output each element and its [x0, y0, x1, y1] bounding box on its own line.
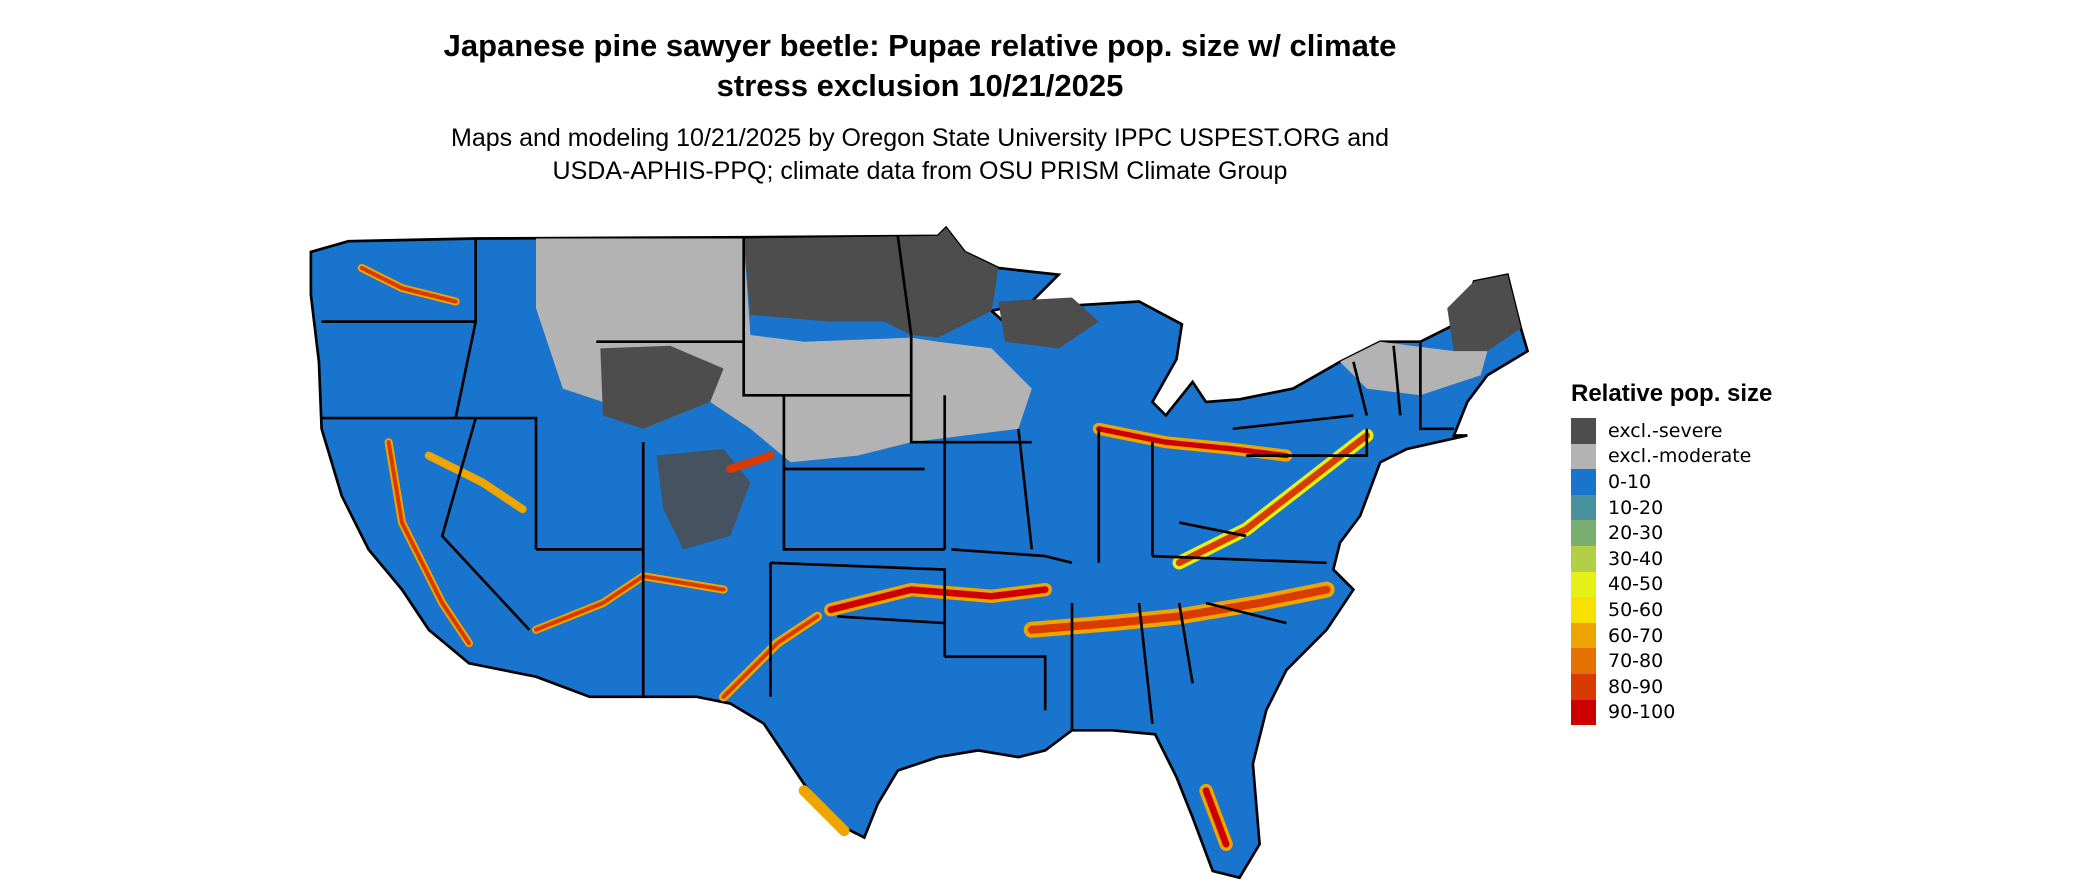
- title-line-1: Japanese pine sawyer beetle: Pupae relat…: [443, 28, 1397, 63]
- legend-swatch: [1571, 443, 1596, 470]
- legend-label: 70-80: [1608, 650, 1664, 673]
- legend-label: excl.-moderate: [1608, 445, 1752, 468]
- state-boundaries: [321, 235, 1454, 731]
- legend-swatch: [1571, 494, 1596, 521]
- legend-label: excl.-severe: [1608, 419, 1723, 442]
- legend-label: 50-60: [1608, 598, 1664, 621]
- legend-label: 90-100: [1608, 701, 1676, 724]
- legend-swatch: [1571, 699, 1596, 726]
- legend-item: 90-100: [1571, 699, 1772, 726]
- legend-label: 10-20: [1608, 496, 1664, 519]
- legend-item: 30-40: [1571, 545, 1772, 572]
- legend-item: excl.-severe: [1571, 418, 1772, 444]
- excl-severe-north-plains: [743, 227, 999, 338]
- legend-label: 20-30: [1608, 522, 1664, 545]
- legend-swatch: [1571, 520, 1596, 546]
- legend-item: 60-70: [1571, 622, 1772, 649]
- legend-swatch: [1571, 545, 1596, 572]
- legend-swatch: [1571, 571, 1596, 598]
- legend-swatch: [1571, 622, 1596, 649]
- map-subtitle: Maps and modeling 10/21/2025 by Oregon S…: [0, 122, 1840, 188]
- legend-label: 60-70: [1608, 624, 1664, 647]
- legend-label: 0-10: [1608, 470, 1652, 493]
- map-title: Japanese pine sawyer beetle: Pupae relat…: [0, 26, 1840, 106]
- subtitle-line-2: USDA-APHIS-PPQ; climate data from OSU PR…: [552, 157, 1288, 185]
- legend-label: 80-90: [1608, 675, 1664, 698]
- excl-moderate-northeast: [1340, 341, 1488, 396]
- excl-severe-upper-midwest: [998, 297, 1099, 349]
- excl-severe-colorado: [656, 448, 751, 550]
- legend-swatch: [1571, 469, 1596, 495]
- legend: Relative pop. size excl.-severe excl.-mod…: [1571, 380, 1773, 726]
- legend-item: 70-80: [1571, 648, 1772, 674]
- legend-swatch: [1571, 597, 1596, 623]
- legend-item: 20-30: [1571, 520, 1772, 546]
- excl-severe-wyoming: [600, 345, 724, 429]
- high-suitability-areas: [357, 263, 1374, 851]
- legend-label: 40-50: [1608, 573, 1664, 596]
- legend-label: 30-40: [1608, 547, 1664, 570]
- legend-swatch: [1571, 418, 1596, 444]
- legend-item: 0-10: [1571, 469, 1772, 495]
- legend-item: 50-60: [1571, 597, 1772, 623]
- legend-item: excl.-moderate: [1571, 443, 1772, 470]
- legend-swatch: [1571, 673, 1596, 700]
- legend-items: excl.-severe excl.-moderate 0-10 10-20 20-30…: [1571, 418, 1772, 726]
- title-line-2: stress exclusion 10/21/2025: [716, 68, 1124, 103]
- subtitle-line-1: Maps and modeling 10/21/2025 by Oregon S…: [451, 124, 1389, 152]
- legend-item: 80-90: [1571, 673, 1772, 700]
- legend-title: Relative pop. size: [1571, 380, 1773, 407]
- legend-swatch: [1571, 648, 1596, 674]
- legend-item: 10-20: [1571, 494, 1772, 521]
- excl-severe-maine: [1447, 274, 1521, 352]
- legend-item: 40-50: [1571, 571, 1772, 598]
